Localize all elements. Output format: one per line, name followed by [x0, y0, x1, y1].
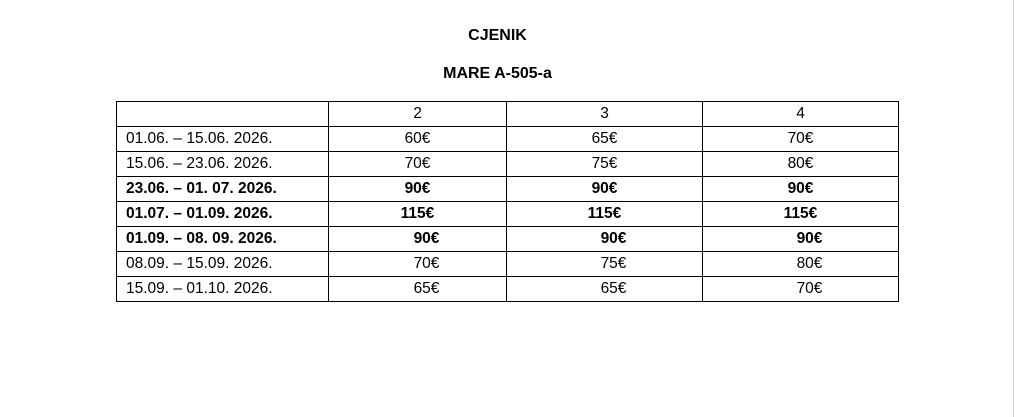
- price-cell-4: 80€: [702, 251, 899, 277]
- price-cell-2: 65€: [328, 276, 507, 302]
- price-cell-2: 115€: [328, 201, 507, 227]
- price-cell-2: 60€: [328, 126, 507, 152]
- period-cell: 15.09. – 01.10. 2026.: [116, 276, 329, 302]
- price-cell-3: 115€: [506, 201, 703, 227]
- price-cell-2: 90€: [328, 226, 507, 252]
- price-cell-4-text: 70€: [787, 130, 814, 147]
- price-cell-3-text: 115€: [587, 205, 622, 222]
- period-cell-text: 23.06. – 01. 07. 2026.: [126, 180, 277, 197]
- price-cell-2-text: 70€: [404, 155, 431, 172]
- price-cell-2-text: 90€: [404, 180, 431, 197]
- price-cell-3: 75€: [506, 251, 703, 277]
- price-cell-4: 115€: [702, 201, 899, 227]
- table-row: 01.06. – 15.06. 2026. 60€ 65€ 70€: [116, 126, 899, 152]
- price-cell-3-text: 65€: [600, 280, 627, 297]
- price-cell-3: 90€: [506, 176, 703, 202]
- table-row: 15.09. – 01.10. 2026. 65€ 65€ 70€: [116, 276, 899, 302]
- header-cell-4: 4: [702, 101, 899, 127]
- page-edge-divider: [1013, 0, 1014, 417]
- table-row: 15.06. – 23.06. 2026. 70€ 75€ 80€: [116, 151, 899, 177]
- price-cell-4-text: 80€: [787, 155, 814, 172]
- price-cell-4: 90€: [702, 176, 899, 202]
- price-cell-2-text: 60€: [404, 130, 431, 147]
- price-cell-3-text: 65€: [591, 130, 618, 147]
- table-row: 01.09. – 08. 09. 2026. 90€ 90€ 90€: [116, 226, 899, 252]
- price-cell-3-text: 90€: [600, 230, 627, 247]
- price-cell-3: 65€: [506, 276, 703, 302]
- price-cell-3: 65€: [506, 126, 703, 152]
- period-cell-text: 01.09. – 08. 09. 2026.: [126, 230, 277, 247]
- table-row: 23.06. – 01. 07. 2026. 90€ 90€ 90€: [116, 176, 899, 202]
- table-row: 01.07. – 01.09. 2026. 115€ 115€ 115€: [116, 201, 899, 227]
- price-cell-2: 70€: [328, 251, 507, 277]
- period-cell-text: 15.06. – 23.06. 2026.: [126, 155, 273, 172]
- period-cell-text: 08.09. – 15.09. 2026.: [126, 255, 273, 272]
- document-title: CJENIK: [468, 27, 527, 44]
- period-cell: 23.06. – 01. 07. 2026.: [116, 176, 329, 202]
- price-cell-3-text: 75€: [600, 255, 627, 272]
- price-cell-3-text: 90€: [591, 180, 618, 197]
- header-cell-2: 2: [328, 101, 507, 127]
- price-cell-4-text: 80€: [796, 255, 823, 272]
- price-cell-4-text: 90€: [796, 230, 823, 247]
- price-cell-3: 75€: [506, 151, 703, 177]
- period-cell: 01.07. – 01.09. 2026.: [116, 201, 329, 227]
- price-cell-3: 90€: [506, 226, 703, 252]
- price-cell-3-text: 75€: [591, 155, 618, 172]
- price-cell-4-text: 115€: [783, 205, 818, 222]
- table-row: 08.09. – 15.09. 2026. 70€ 75€ 80€: [116, 251, 899, 277]
- header-cell-empty: [116, 101, 329, 127]
- period-cell: 01.06. – 15.06. 2026.: [116, 126, 329, 152]
- price-cell-2: 90€: [328, 176, 507, 202]
- period-cell: 08.09. – 15.09. 2026.: [116, 251, 329, 277]
- price-table: 2 3 4 01.06. – 15.06. 2026. 60€ 65€ 70€ 15.0…: [116, 101, 899, 302]
- period-cell-text: 15.09. – 01.10. 2026.: [126, 280, 273, 297]
- price-cell-4: 90€: [702, 226, 899, 252]
- price-cell-4-text: 90€: [787, 180, 814, 197]
- price-cell-4: 80€: [702, 151, 899, 177]
- period-cell-text: 01.06. – 15.06. 2026.: [126, 130, 273, 147]
- price-cell-2-text: 65€: [413, 280, 440, 297]
- price-cell-4: 70€: [702, 276, 899, 302]
- period-cell: 15.06. – 23.06. 2026.: [116, 151, 329, 177]
- period-cell: 01.09. – 08. 09. 2026.: [116, 226, 329, 252]
- price-cell-2-text: 115€: [400, 205, 435, 222]
- price-cell-4: 70€: [702, 126, 899, 152]
- header-cell-3: 3: [506, 101, 703, 127]
- price-cell-2: 70€: [328, 151, 507, 177]
- price-cell-2-text: 90€: [413, 230, 440, 247]
- document-subtitle: MARE A-505-a: [443, 65, 552, 82]
- table-header-row: 2 3 4: [116, 101, 899, 127]
- period-cell-text: 01.07. – 01.09. 2026.: [126, 205, 273, 222]
- price-cell-4-text: 70€: [796, 280, 823, 297]
- price-cell-2-text: 70€: [413, 255, 440, 272]
